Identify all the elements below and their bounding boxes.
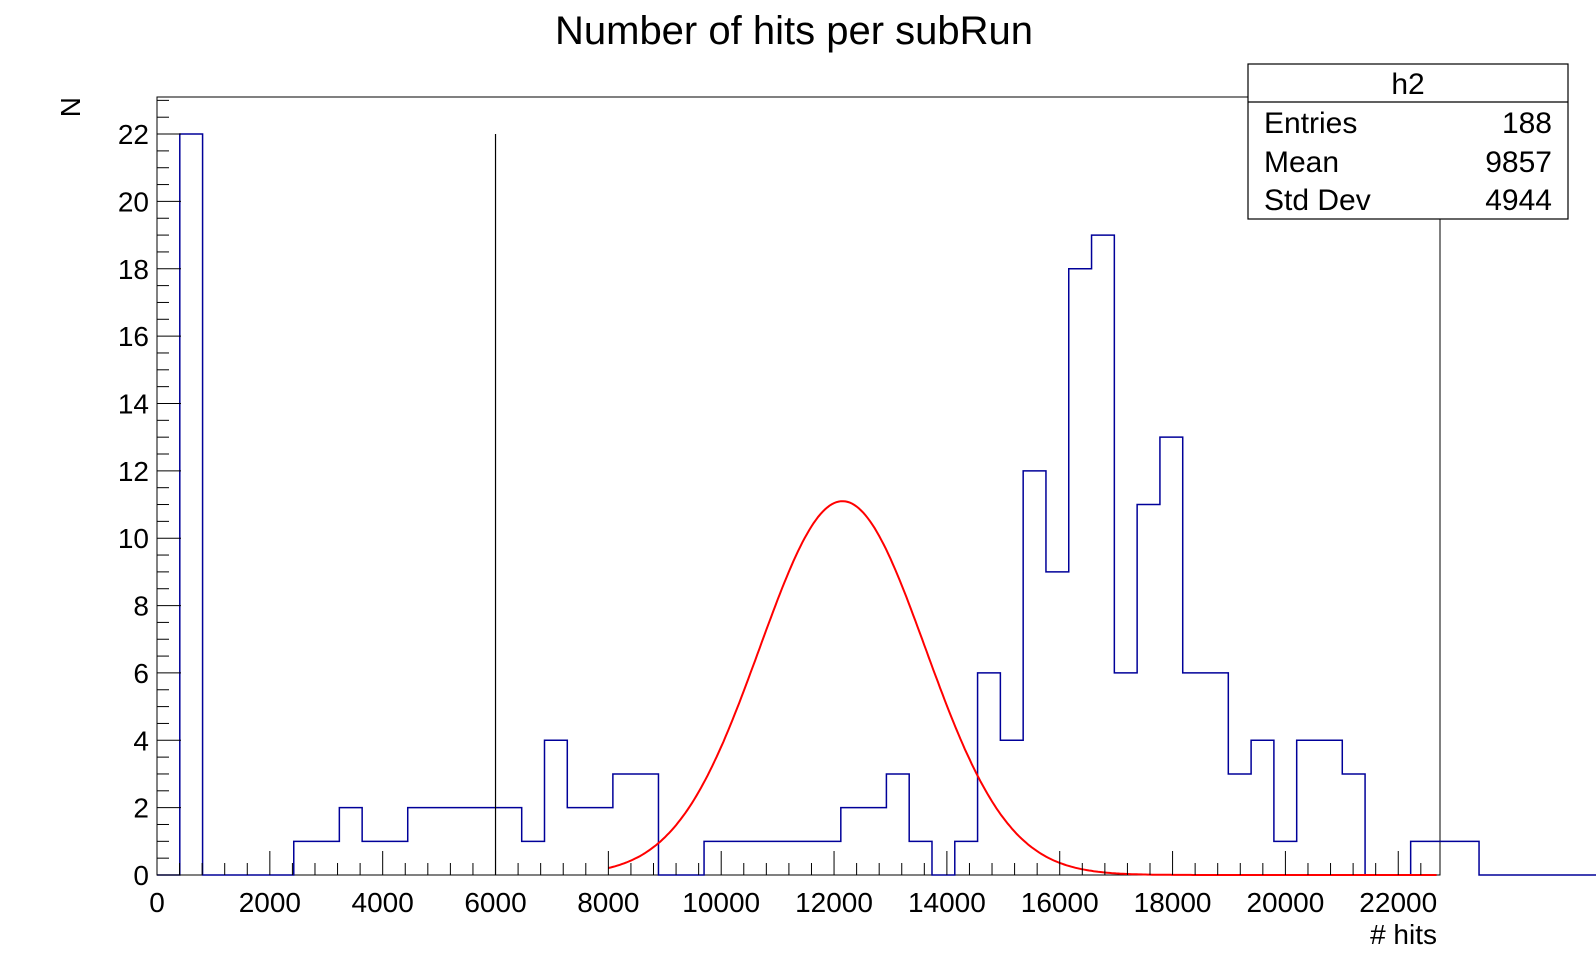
histogram-bar <box>1114 673 1137 875</box>
y-tick-label: 20 <box>118 186 149 217</box>
x-axis: 0 2000 4000 6000 8000 10000 12000 14000 16000 180… <box>149 851 1437 918</box>
histogram-bar <box>795 841 818 875</box>
x-tick-label: 0 <box>149 887 165 918</box>
chart-title: Number of hits per subRun <box>555 9 1033 53</box>
histogram-bar <box>955 841 978 875</box>
histogram-bar <box>636 774 659 875</box>
histogram-bar <box>362 841 385 875</box>
stats-box: h2 Entries 188 Mean 9857 Std Dev 4944 <box>1247 63 1569 220</box>
y-tick-label: 4 <box>133 725 149 756</box>
y-tick-label: 18 <box>118 254 149 285</box>
histogram-bar <box>886 774 909 875</box>
x-tick-label: 10000 <box>682 887 760 918</box>
histogram-bar <box>864 808 887 875</box>
stats-box-title: h2 <box>1391 68 1424 101</box>
histogram-bar <box>1456 841 1479 875</box>
histogram-bar <box>772 841 795 875</box>
histogram-bar <box>1297 740 1320 875</box>
histogram-bar <box>180 134 203 875</box>
x-tick-label: 16000 <box>1021 887 1099 918</box>
stats-stddev-label: Std Dev <box>1264 184 1371 217</box>
histogram-bar <box>1319 740 1342 875</box>
histogram-bar <box>1183 673 1206 875</box>
histogram-bar <box>544 740 567 875</box>
histogram-outline <box>157 133 1596 876</box>
histogram-bar <box>1000 740 1023 875</box>
histogram-bar <box>1342 774 1365 875</box>
histogram-bar <box>1069 269 1092 875</box>
histogram-bar <box>818 841 841 875</box>
x-tick-label: 12000 <box>795 887 873 918</box>
stats-mean-label: Mean <box>1264 146 1339 179</box>
histogram-bar <box>1046 572 1069 875</box>
histogram-bar <box>1228 774 1251 875</box>
x-axis-label: # hits <box>1370 919 1437 950</box>
y-tick-label: 0 <box>133 860 149 891</box>
histogram-bar <box>1206 673 1229 875</box>
x-tick-label: 18000 <box>1134 887 1212 918</box>
histogram-bar <box>317 841 340 875</box>
y-tick-label: 2 <box>133 793 149 824</box>
histogram-bar <box>1433 841 1456 875</box>
y-axis-label: N <box>55 97 86 117</box>
x-tick-label: 4000 <box>352 887 414 918</box>
y-tick-label: 10 <box>118 523 149 554</box>
histogram-bar <box>750 841 773 875</box>
histogram-bar <box>1023 471 1046 875</box>
y-tick-label: 14 <box>118 388 149 419</box>
x-tick-label: 6000 <box>464 887 526 918</box>
x-tick-label: 14000 <box>908 887 986 918</box>
stats-box-frame <box>1247 63 1569 220</box>
histogram-bar <box>408 808 431 875</box>
stats-stddev-value: 4944 <box>1485 184 1552 217</box>
histogram-bar <box>1092 235 1115 875</box>
stats-entries-label: Entries <box>1264 107 1357 140</box>
x-tick-label: 2000 <box>239 887 301 918</box>
y-tick-label: 12 <box>118 456 149 487</box>
histogram-bar <box>909 841 932 875</box>
histogram-bar <box>339 808 362 875</box>
stats-mean-value: 9857 <box>1485 146 1552 179</box>
histogram-bar <box>841 808 864 875</box>
histogram-bar <box>704 841 727 875</box>
histogram-bar <box>1411 841 1434 875</box>
histogram-bar <box>1160 437 1183 875</box>
y-tick-label: 8 <box>133 591 149 622</box>
histogram-bar <box>1251 740 1274 875</box>
histogram-bar <box>590 808 613 875</box>
plot-frame <box>156 96 1441 876</box>
histogram-bar <box>1137 505 1160 875</box>
y-axis: 0 2 4 6 8 10 12 14 16 18 20 22 <box>118 99 181 891</box>
y-tick-label: 6 <box>133 658 149 689</box>
y-tick-label: 22 <box>118 119 149 150</box>
stats-entries-value: 188 <box>1502 107 1552 140</box>
x-tick-label: 22000 <box>1359 887 1437 918</box>
gaussian-fit-curve <box>608 500 1437 876</box>
x-tick-label: 20000 <box>1246 887 1324 918</box>
histogram-bar <box>294 841 317 875</box>
histogram-bar <box>567 808 590 875</box>
x-tick-label: 8000 <box>577 887 639 918</box>
histogram-bar <box>385 841 408 875</box>
y-tick-label: 16 <box>118 321 149 352</box>
histogram-bars <box>180 134 1596 875</box>
histogram-bar <box>978 673 1001 875</box>
histogram-bar <box>727 841 750 875</box>
